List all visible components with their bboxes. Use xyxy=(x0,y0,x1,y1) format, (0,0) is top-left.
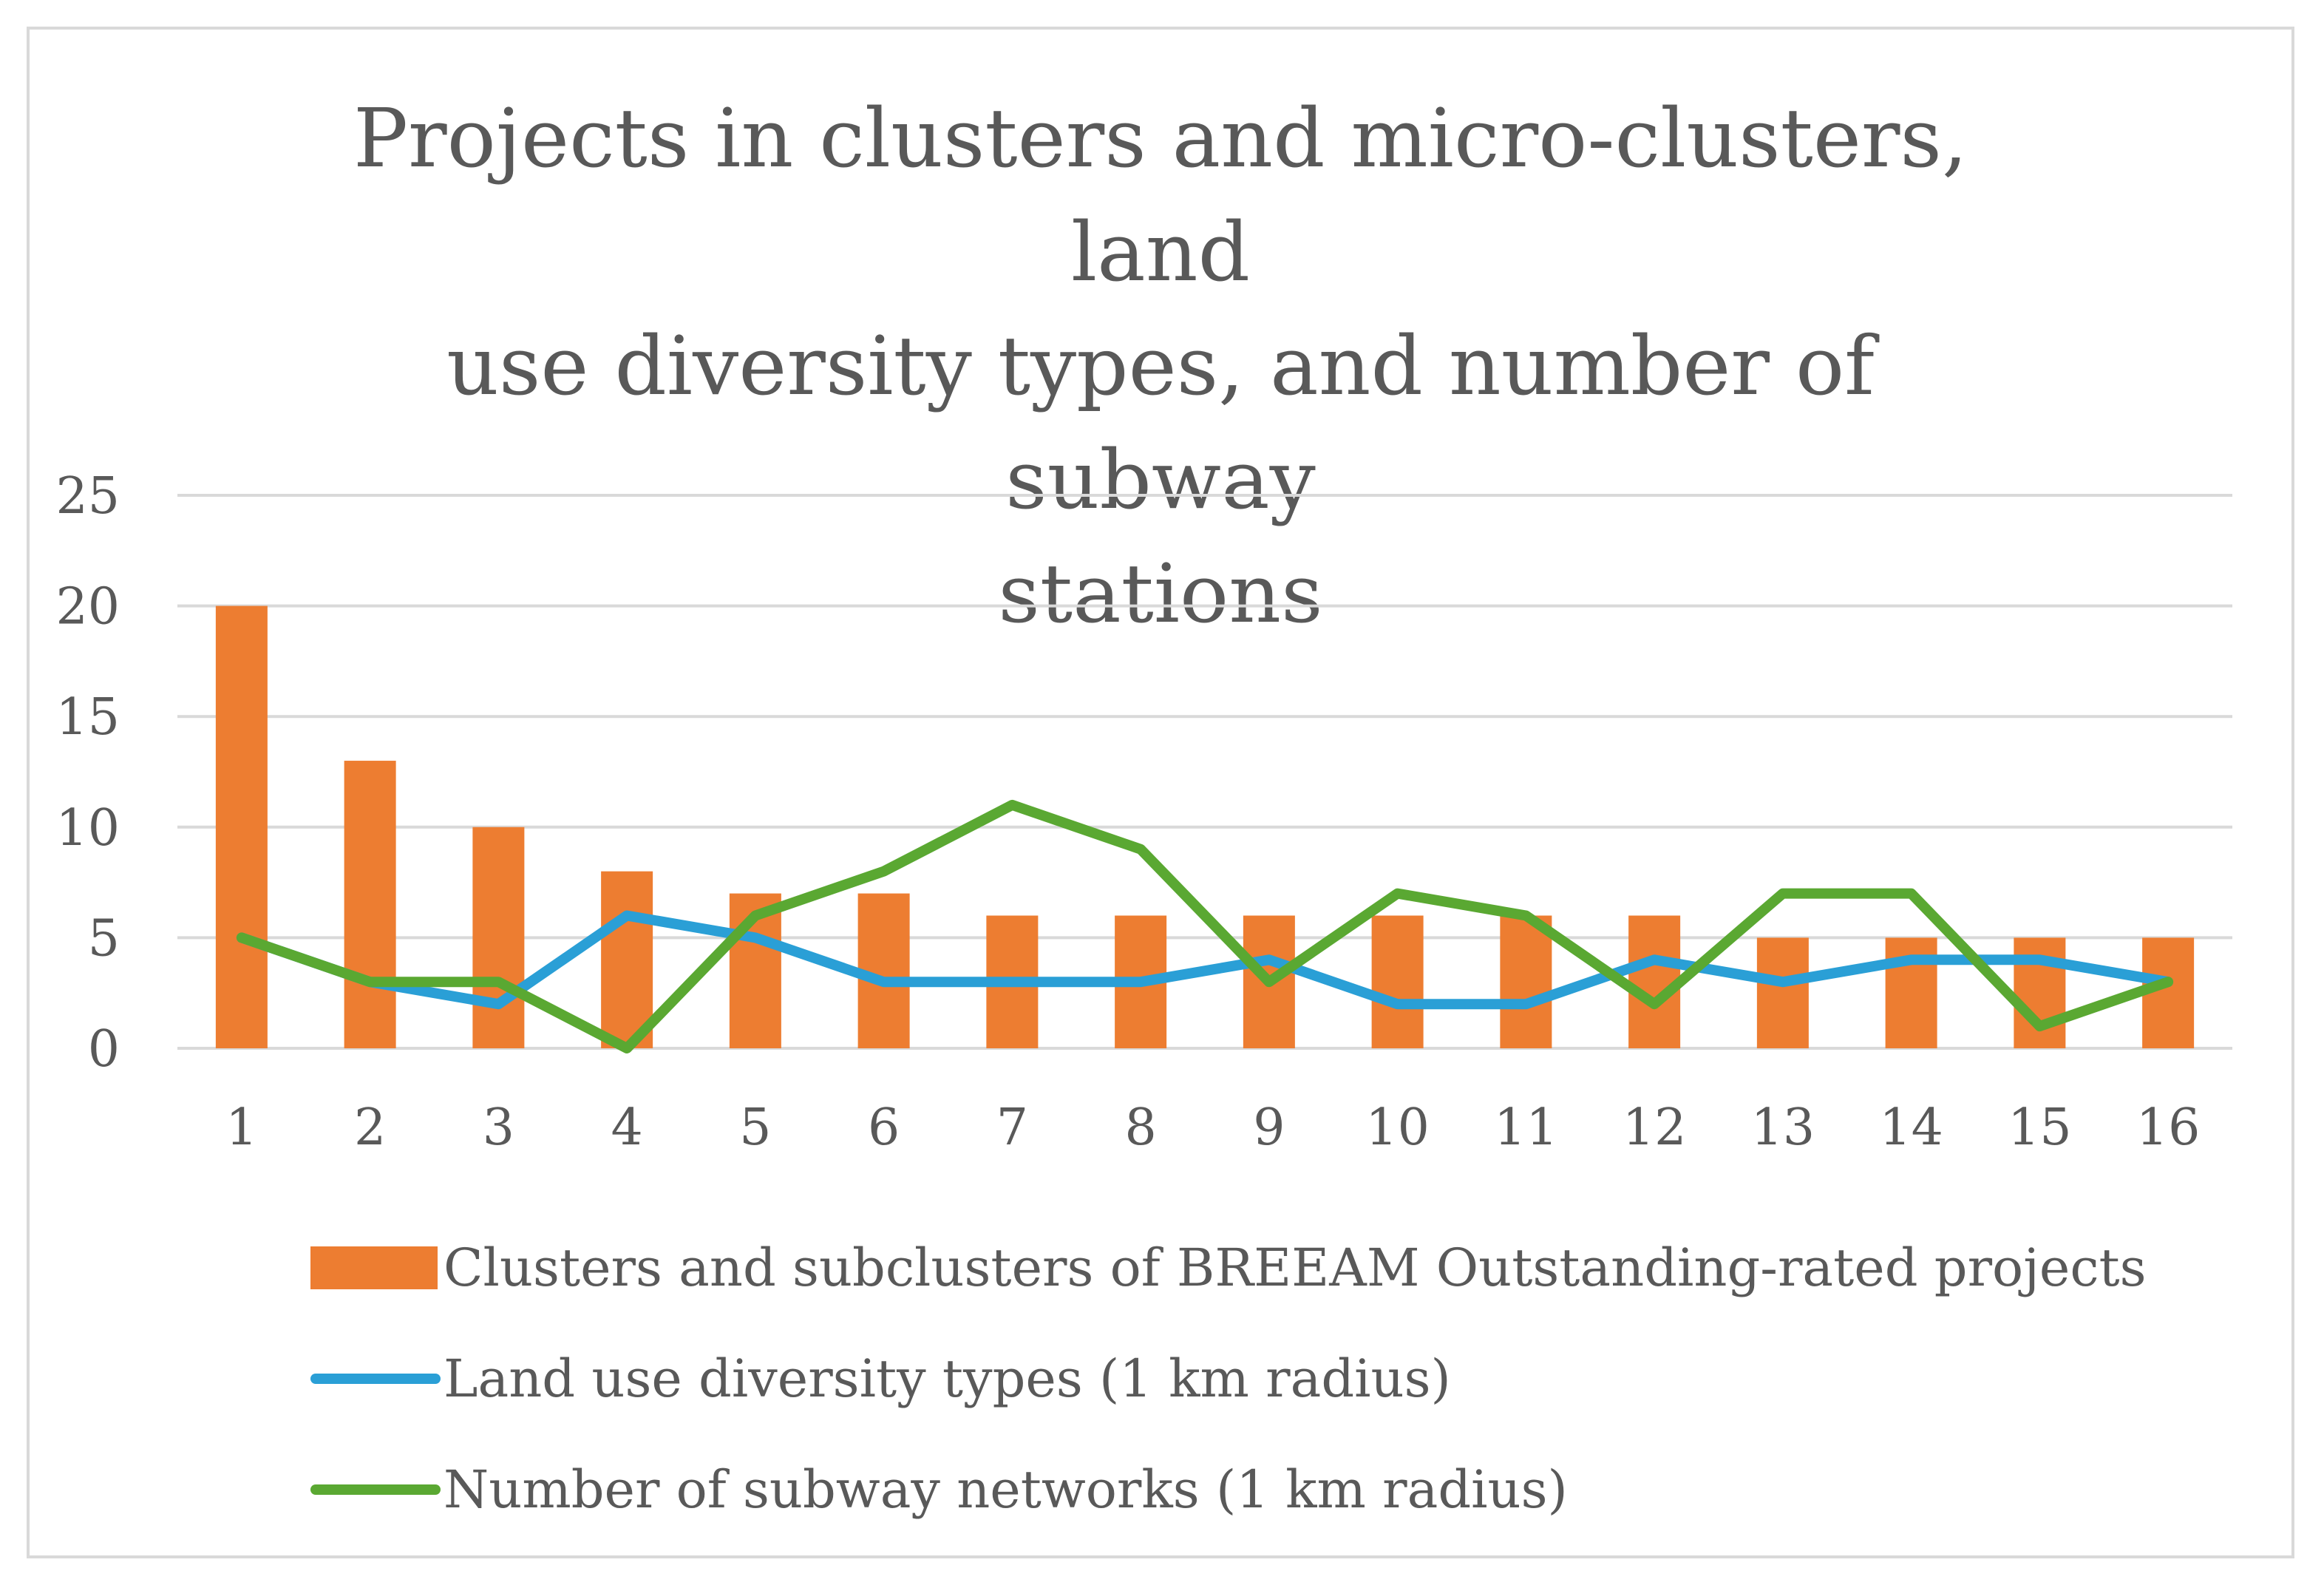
legend-item-subway[interactable]: Number of subway networks (1 km radius) xyxy=(310,1434,2085,1545)
legend-label-land-use: Land use diversity types (1 km radius) xyxy=(444,1348,1451,1409)
bar-14[interactable] xyxy=(1885,937,1937,1048)
y-axis-tick-labels: 0 5 10 15 20 25 xyxy=(55,467,120,1079)
chart-title-line-3: stations xyxy=(998,546,1323,641)
bar-2[interactable] xyxy=(344,761,396,1048)
x-tick-label: 12 xyxy=(1623,1099,1687,1157)
x-tick-label: 11 xyxy=(1494,1099,1558,1157)
y-tick-label: 25 xyxy=(55,467,120,526)
legend-label-subway: Number of subway networks (1 km radius) xyxy=(444,1459,1568,1520)
x-tick-label: 7 xyxy=(996,1099,1028,1157)
legend-swatch-land-use xyxy=(310,1374,441,1384)
chart-frame xyxy=(27,27,2294,1558)
x-tick-label: 2 xyxy=(354,1099,386,1157)
x-tick-label: 6 xyxy=(868,1099,900,1157)
bar-1[interactable] xyxy=(215,605,268,1048)
legend-swatch-bars xyxy=(310,1246,438,1289)
chart-title-line-1: Projects in clusters and micro-clusters,… xyxy=(353,91,1968,299)
y-tick-label: 0 xyxy=(88,1020,120,1079)
chart-title-line-2: use diversity types, and number of subwa… xyxy=(446,319,1875,527)
line-subway-networks[interactable] xyxy=(236,799,2174,1053)
x-tick-label: 15 xyxy=(2008,1099,2072,1157)
y-tick-label: 15 xyxy=(55,688,120,747)
legend-item-bars[interactable]: Clusters and subclusters of BREEAM Outst… xyxy=(310,1212,2147,1323)
y-tick-label: 5 xyxy=(88,909,120,968)
x-tick-label: 8 xyxy=(1124,1099,1156,1157)
bar-4[interactable] xyxy=(601,871,653,1048)
legend: Clusters and subclusters of BREEAM Outst… xyxy=(310,1212,2147,1545)
bar-3[interactable] xyxy=(472,827,525,1048)
x-tick-label: 13 xyxy=(1751,1099,1815,1157)
x-tick-label: 1 xyxy=(225,1099,257,1157)
x-tick-label: 16 xyxy=(2136,1099,2201,1157)
bar-10[interactable] xyxy=(1371,915,1424,1048)
bar-12[interactable] xyxy=(1628,915,1681,1048)
x-tick-label: 14 xyxy=(1879,1099,1943,1157)
x-tick-label: 10 xyxy=(1365,1099,1430,1157)
y-tick-label: 10 xyxy=(55,799,120,858)
line-series xyxy=(236,799,2174,1053)
x-tick-label: 5 xyxy=(739,1099,771,1157)
legend-swatch-subway xyxy=(310,1484,441,1495)
bar-15[interactable] xyxy=(2014,937,2066,1048)
y-tick-label: 20 xyxy=(55,578,120,637)
x-tick-label: 3 xyxy=(483,1099,514,1157)
x-tick-label: 9 xyxy=(1253,1099,1285,1157)
bar-11[interactable] xyxy=(1500,915,1552,1048)
legend-label-bars: Clusters and subclusters of BREEAM Outst… xyxy=(444,1238,2147,1298)
x-axis-tick-labels: 1 2 3 4 5 6 7 8 9 10 11 12 13 14 15 16 xyxy=(225,1099,2200,1157)
chart-title: Projects in clusters and micro-clusters,… xyxy=(281,81,2040,651)
x-tick-label: 4 xyxy=(611,1099,642,1157)
legend-item-land-use[interactable]: Land use diversity types (1 km radius) xyxy=(310,1323,2085,1434)
bar-13[interactable] xyxy=(1756,937,1809,1048)
line-land-use-diversity[interactable] xyxy=(236,910,2174,1010)
